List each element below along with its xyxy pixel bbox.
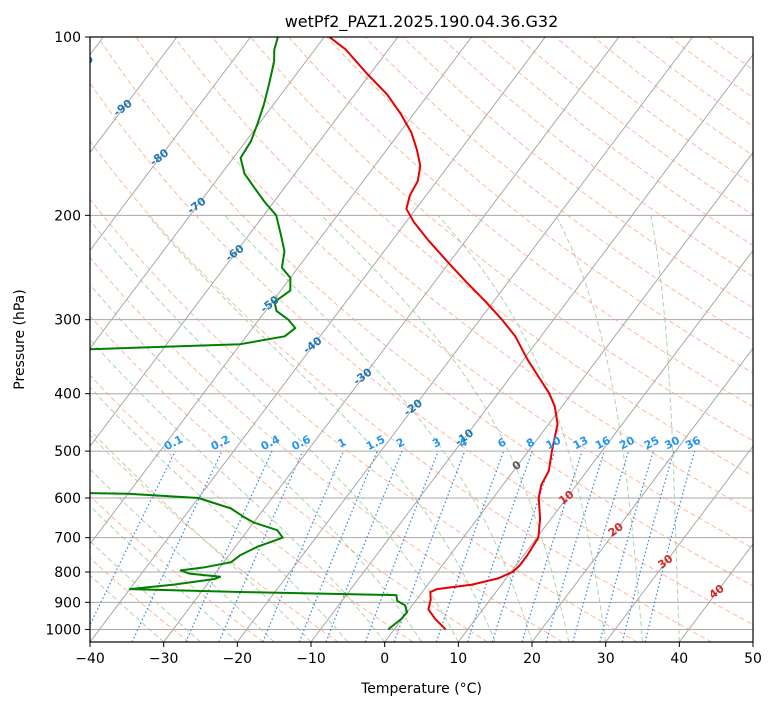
moist-adiabat [90,338,386,642]
y-tick-label: 1000 [45,622,81,638]
isotherm-line [384,151,753,642]
x-tick-label: −10 [296,651,326,667]
moist-adiabats [90,214,680,642]
mixing-ratio-label: 13 [571,434,591,453]
dry-adiabat [90,315,488,642]
isotherm-grid [90,37,753,642]
y-axis: 1000 900 800 700 600 500 400 300 200 100 [45,30,90,638]
x-tick-label: 20 [523,651,541,667]
mixing-ratio-line [572,450,630,642]
mixing-ratio-label: 30 [662,434,682,453]
y-tick-label: 300 [54,313,81,329]
moist-adiabat [650,215,680,642]
isotherm-line [605,445,753,642]
y-tick-label: 100 [54,30,81,46]
moist-adiabat [90,219,459,642]
x-tick-label: 0 [380,651,389,667]
y-tick-label: 700 [54,531,81,547]
mixing-ratio-line [545,450,605,642]
moist-adiabat [224,214,533,642]
mixing-ratio-line [364,450,439,642]
moist-adiabat [321,214,570,642]
y-tick-label: 800 [54,565,81,581]
mixing-ratio-line [621,450,675,642]
plot-area: -100-90-80-70-60-50-40-30-20-10010203040… [90,37,753,642]
mixing-ratio-line [599,450,654,642]
mixing-ratio-line [521,450,583,642]
isotherm-line [457,249,753,642]
moist-adiabat [90,505,238,642]
moist-adiabat [90,574,165,642]
x-tick-label: −40 [75,651,105,667]
mixing-ratio-line [466,450,533,642]
moist-adiabat [90,283,422,642]
mixing-ratio-line [435,450,505,642]
x-tick-label: −20 [223,651,253,667]
isotherm-line [90,37,178,154]
dry-adiabat [97,37,753,587]
y-tick-label: 900 [54,595,81,611]
isobar-grid [90,37,753,630]
moist-adiabat [90,429,312,642]
isotherm-line [90,37,325,350]
temperature-profile-line [328,37,559,631]
dry-adiabat [90,140,712,642]
mixing-ratio-label: 16 [593,434,613,453]
dry-adiabat [90,256,563,642]
dry-adiabat [90,198,638,642]
mixing-ratio-label: 36 [683,434,703,453]
x-tick-label: −30 [149,651,179,667]
isotherm-line [90,37,472,545]
dry-adiabat [173,37,753,513]
dry-adiabat [212,37,753,477]
dry-adiabat [402,37,753,309]
isotherm-line [90,37,399,448]
dry-adiabat [90,434,339,642]
x-axis: −40 −30 −20 −10 0 10 20 30 40 50 [75,642,762,667]
isotherm-line [90,37,546,642]
isotherm-line [236,37,693,642]
moist-adiabat [555,215,643,642]
dewpoint-profile-line [90,37,409,631]
x-tick-label: 30 [597,651,615,667]
dry-adiabat [90,495,264,642]
y-tick-label: 500 [54,444,81,460]
moist-adiabat [437,214,607,642]
y-tick-label: 600 [54,491,81,507]
y-tick-label: 200 [54,208,81,224]
mixing-ratio-line [218,450,304,642]
y-axis-label: Pressure (hPa) [12,289,28,389]
mixing-ratio-line [491,450,556,642]
mixing-ratio-label: 25 [642,434,662,453]
mixing-ratio-line [325,450,403,642]
dry-adiabat [326,37,753,374]
isotherm-line [90,37,251,252]
mixing-ratio-line [262,450,345,642]
dry-adiabat [90,557,190,642]
x-axis-label: Temperature (°C) [360,681,482,697]
sounding-profiles [90,37,559,631]
isotherm-line [310,53,753,642]
plot-frame [89,36,754,643]
dry-adiabat [90,82,753,625]
mixing-ratio-line [298,450,378,642]
mixing-ratio-label: 20 [617,434,637,453]
isotherm-line [531,347,753,642]
x-tick-label: 40 [670,651,688,667]
x-tick-label: 10 [449,651,467,667]
dry-adiabat [135,37,753,550]
dry-adiabat [250,37,753,442]
y-tick-label: 400 [54,387,81,403]
chart-title: wetPf2_PAZ1.2025.190.04.36.G32 [285,12,559,32]
isotherm-line [163,37,620,642]
moist-adiabat [147,214,496,642]
x-tick-label: 50 [744,651,762,667]
mixing-ratio-label: 10 [544,434,564,453]
